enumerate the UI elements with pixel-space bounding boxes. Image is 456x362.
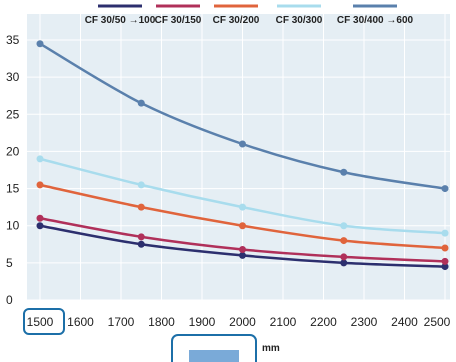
data-point-0-2 — [239, 251, 246, 259]
x-tick-label-4: 1900 — [189, 315, 216, 329]
plot-area — [27, 14, 450, 300]
legend: CF 30/50 →100 CF 30/150 CF 30/200 CF 30/300… — [85, 4, 414, 26]
y-axis-ticks: 0 5 10 15 20 25 30 35 — [6, 33, 20, 307]
y-tick-label-0: 0 — [6, 293, 13, 307]
y-tick-label-4: 20 — [6, 144, 20, 158]
y-tick-label-3: 15 — [6, 182, 20, 196]
x-tick-label-9: 2400 — [391, 315, 418, 329]
data-point-4-4 — [441, 185, 449, 193]
data-point-2-0 — [36, 181, 44, 189]
y-tick-label-2: 10 — [6, 219, 20, 233]
legend-label-3: CF 30/300 — [276, 15, 323, 26]
data-point-1-2 — [239, 245, 246, 253]
x-tick-label-3: 1800 — [148, 315, 175, 329]
data-point-3-4 — [441, 229, 449, 237]
blue-box-outline — [171, 334, 257, 362]
y-tick-label-1: 5 — [6, 256, 13, 270]
highlight-box — [23, 308, 65, 335]
data-point-0-3 — [340, 259, 348, 267]
data-point-1-4 — [441, 257, 449, 265]
data-point-1-3 — [340, 253, 348, 261]
x-tick-label-7: 2200 — [310, 315, 337, 329]
data-point-1-0 — [36, 214, 44, 222]
y-tick-label-6: 30 — [6, 70, 20, 84]
x-tick-label-6: 2100 — [270, 315, 297, 329]
data-point-1-1 — [137, 233, 145, 241]
data-point-0-1 — [137, 240, 145, 248]
series-lines — [36, 40, 449, 271]
blue-box-fill — [189, 350, 239, 362]
data-point-2-4 — [441, 244, 449, 252]
legend-label-2: CF 30/200 — [213, 15, 260, 26]
x-tick-label-5: 2000 — [229, 315, 256, 329]
x-tick-label-2: 1700 — [108, 315, 135, 329]
x-unit-label: mm — [262, 343, 280, 354]
legend-label-4: CF 30/400 →600 — [337, 15, 414, 26]
data-point-2-1 — [137, 203, 145, 211]
x-tick-label-1: 1600 — [67, 315, 94, 329]
data-point-4-2 — [239, 140, 246, 148]
x-tick-label-0: 1500 — [27, 315, 54, 329]
data-point-3-1 — [137, 181, 145, 189]
y-tick-label-7: 35 — [6, 33, 20, 47]
data-point-3-0 — [36, 155, 44, 163]
data-point-2-3 — [340, 237, 348, 245]
y-tick-label-5: 25 — [6, 107, 20, 121]
legend-label-1: CF 30/150 — [155, 15, 202, 26]
data-point-2-2 — [239, 222, 246, 230]
data-point-3-2 — [239, 203, 246, 211]
data-point-4-1 — [137, 99, 145, 107]
data-point-0-4 — [441, 263, 449, 271]
data-point-4-3 — [340, 168, 348, 176]
data-point-3-3 — [340, 222, 348, 230]
data-point-0-0 — [36, 222, 44, 230]
data-point-4-0 — [36, 40, 44, 48]
legend-label-0: CF 30/50 →100 — [85, 15, 156, 26]
x-tick-label-8: 2300 — [351, 315, 378, 329]
x-axis-ticks: 1500 1600 1700 1800 1900 2000 2100 2200 2300 2400… — [27, 315, 451, 329]
x-tick-label-10: 2500 — [424, 315, 451, 329]
